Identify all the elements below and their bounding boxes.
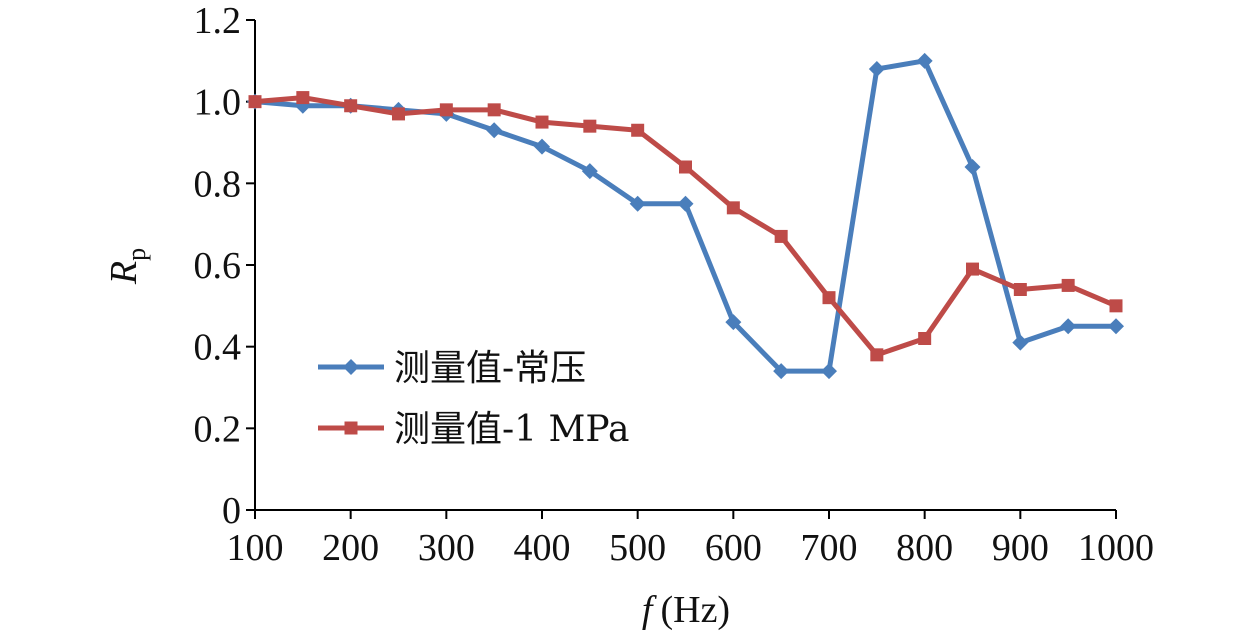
tick-labels: 0 0.2 0.4 0.6 0.8 1.0 1.2 100 200 300 400 500 600 700…	[194, 0, 1155, 569]
data-point	[966, 262, 979, 276]
y-axis-subscript: p	[122, 248, 151, 261]
data-point	[868, 61, 885, 77]
y-tick-label: 1.0	[194, 82, 242, 124]
legend-marker	[343, 359, 359, 375]
y-tick-label: 0.4	[194, 327, 242, 369]
data-point	[1108, 318, 1124, 335]
y-tick-label: 0.6	[194, 245, 242, 287]
data-point	[629, 195, 646, 212]
series-1	[247, 52, 1124, 380]
data-point	[870, 348, 884, 362]
data-point	[344, 99, 358, 113]
x-tick-label: 800	[896, 527, 953, 569]
data-point	[583, 119, 597, 133]
data-point	[1013, 283, 1027, 296]
x-axis-title: f (Hz)	[642, 589, 730, 631]
series-line	[254, 58, 1116, 374]
y-axis-variable: R	[103, 261, 145, 285]
y-tick-label: 0.8	[194, 163, 242, 205]
axes	[246, 19, 1117, 519]
y-axis-title: Rp	[103, 248, 151, 285]
legend-label: 测量值-常压	[394, 348, 586, 389]
data-point	[439, 103, 453, 117]
data-point	[677, 195, 694, 212]
data-point	[774, 229, 788, 243]
data-point	[581, 163, 598, 180]
series-layer	[247, 52, 1124, 380]
x-tick-label: 400	[514, 527, 571, 569]
x-tick-label: 700	[801, 527, 858, 569]
x-tick-label: 200	[322, 527, 379, 569]
x-tick-label: 900	[992, 527, 1049, 569]
data-point	[248, 95, 262, 109]
x-axis-unit: (Hz)	[660, 589, 730, 631]
legend-label: 测量值-1 MPa	[394, 409, 629, 450]
data-point	[916, 52, 933, 69]
data-point	[822, 291, 836, 305]
axis-titles: f (Hz) Rp	[103, 248, 730, 631]
data-point	[726, 201, 740, 215]
legend-marker	[344, 421, 358, 435]
data-point	[964, 159, 981, 175]
x-tick-label: 300	[418, 527, 475, 569]
data-point	[1109, 299, 1123, 313]
x-tick-label: 600	[705, 527, 762, 569]
data-point	[679, 160, 692, 174]
series-2	[248, 91, 1123, 362]
y-tick-label: 0.2	[194, 408, 242, 450]
data-point	[1061, 278, 1075, 292]
data-point	[486, 122, 503, 139]
data-point	[392, 107, 405, 121]
legend-entry: 测量值-1 MPa	[318, 409, 629, 450]
data-point	[1060, 318, 1077, 335]
data-point	[1012, 334, 1029, 351]
y-tick-label: 0	[222, 490, 241, 532]
x-tick-label: 1000	[1078, 527, 1154, 569]
data-point	[773, 363, 790, 380]
y-tick-label: 1.2	[194, 0, 242, 42]
data-point	[821, 363, 837, 380]
data-point	[725, 314, 742, 331]
legend-entry: 测量值-常压	[318, 348, 586, 389]
x-axis-variable: f	[642, 589, 657, 631]
data-point	[296, 91, 310, 105]
data-point	[535, 115, 549, 129]
data-point	[487, 103, 501, 117]
data-point	[631, 123, 645, 137]
x-tick-label: 100	[227, 527, 284, 569]
data-point	[918, 332, 932, 345]
x-tick-label: 500	[609, 527, 666, 569]
data-point	[534, 138, 550, 155]
